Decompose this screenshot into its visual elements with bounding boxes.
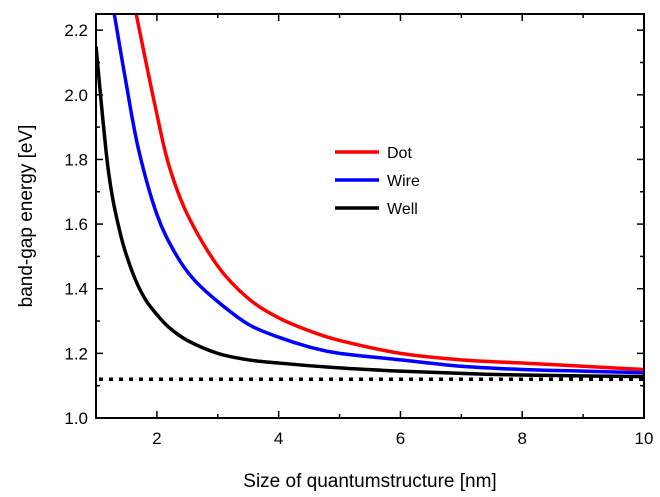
legend-label-wire: Wire	[387, 173, 420, 190]
y-axis: 1.0 1.2 1.4 1.6 1.8 2.0 2.2	[64, 21, 644, 428]
series-layer	[96, 14, 644, 379]
x-axis: 2 4 6 8 10	[95, 14, 654, 448]
legend-label-dot: Dot	[387, 145, 412, 162]
series-line-wire	[112, 14, 644, 375]
y-axis-title: band-gap energy [eV]	[16, 125, 37, 308]
y-tick-label: 2.2	[64, 21, 88, 40]
x-tick-label: 6	[396, 429, 405, 448]
plot-frame	[95, 13, 645, 419]
y-tick-label: 1.0	[64, 409, 88, 428]
y-tick-label: 1.2	[64, 344, 88, 363]
y-tick-label: 1.4	[64, 280, 88, 299]
x-tick-label: 4	[274, 429, 283, 448]
y-tick-label: 2.0	[64, 86, 88, 105]
series-line-well	[96, 46, 644, 379]
series-line-dot	[134, 14, 644, 372]
legend: Dot Wire Well	[335, 145, 420, 218]
x-tick-label: 2	[152, 429, 161, 448]
x-tick-label: 10	[635, 429, 654, 448]
y-tick-label: 1.6	[64, 215, 88, 234]
y-tick-label: 1.8	[64, 150, 88, 169]
x-axis-title: Size of quantumstructure [nm]	[243, 471, 496, 492]
legend-label-well: Well	[387, 201, 418, 218]
x-tick-label: 8	[517, 429, 526, 448]
